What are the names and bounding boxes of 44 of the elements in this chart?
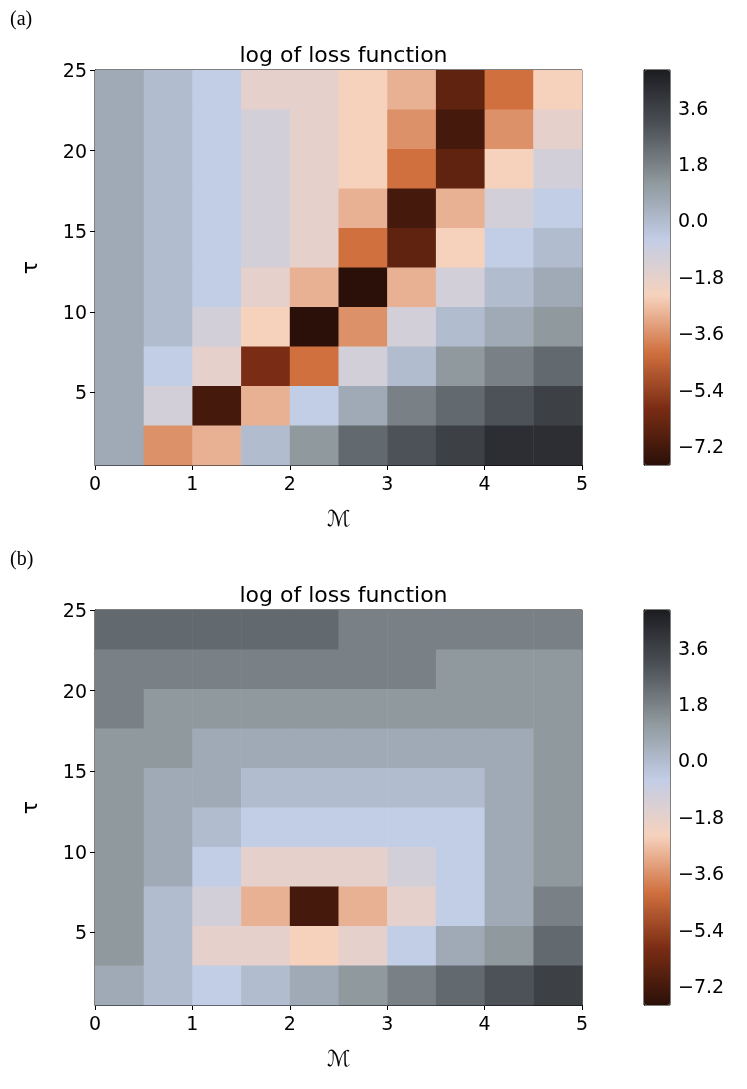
- color-bar-label: −5.4: [678, 918, 725, 941]
- x-tick-label: 3: [381, 1011, 394, 1034]
- y-tick-label: 25: [62, 59, 87, 81]
- y-tick-label: 10: [62, 300, 87, 323]
- color-bar-label: 3.6: [678, 636, 709, 659]
- x-tick-label: 5: [575, 471, 589, 494]
- y-tick-label: 15: [62, 220, 87, 243]
- x-tick-label: 1: [186, 471, 199, 494]
- text: (a): [10, 7, 33, 30]
- color-bar-label: −1.8: [678, 265, 725, 288]
- color-bar-label: −5.4: [678, 378, 725, 401]
- y-tick-label: 15: [62, 760, 87, 783]
- y-tick-label: 5: [74, 381, 87, 404]
- text: (b): [10, 547, 34, 570]
- color-bar-label: −1.8: [678, 805, 725, 828]
- y-axis-title: τ: [16, 260, 42, 275]
- y-tick-label: 25: [62, 599, 87, 621]
- chart-title: log of loss function: [239, 581, 448, 607]
- color-bar-label: 0.0: [678, 209, 709, 232]
- y-tick-label: 10: [62, 840, 87, 863]
- x-tick-label: 5: [575, 1011, 589, 1034]
- y-tick-label: 5: [74, 921, 87, 944]
- y-axis-title: τ: [16, 800, 42, 815]
- x-tick-label: 0: [88, 471, 102, 494]
- x-tick-label: 1: [186, 1011, 199, 1034]
- x-tick-label: 2: [283, 1011, 296, 1034]
- color-bar-label: −3.6: [678, 862, 725, 885]
- x-tick-label: 4: [478, 1011, 491, 1034]
- x-axis-title: ℳ: [326, 505, 351, 531]
- x-tick-label: 4: [478, 471, 491, 494]
- color-bar-label: 1.8: [678, 153, 709, 176]
- x-tick-label: 0: [88, 1011, 102, 1034]
- color-bar-label: −7.2: [678, 435, 725, 458]
- x-axis-title: ℳ: [326, 1045, 351, 1071]
- y-tick-label: 20: [62, 679, 87, 702]
- chart-title: log of loss function: [239, 41, 448, 67]
- y-tick-label: 20: [62, 139, 87, 162]
- color-bar-label: 0.0: [678, 749, 709, 772]
- color-bar-label: −3.6: [678, 322, 725, 345]
- x-tick-label: 2: [283, 471, 296, 494]
- color-bar-label: 3.6: [678, 96, 709, 119]
- color-bar-label: 1.8: [678, 693, 709, 716]
- x-tick-label: 3: [381, 471, 394, 494]
- color-bar-label: −7.2: [678, 975, 725, 998]
